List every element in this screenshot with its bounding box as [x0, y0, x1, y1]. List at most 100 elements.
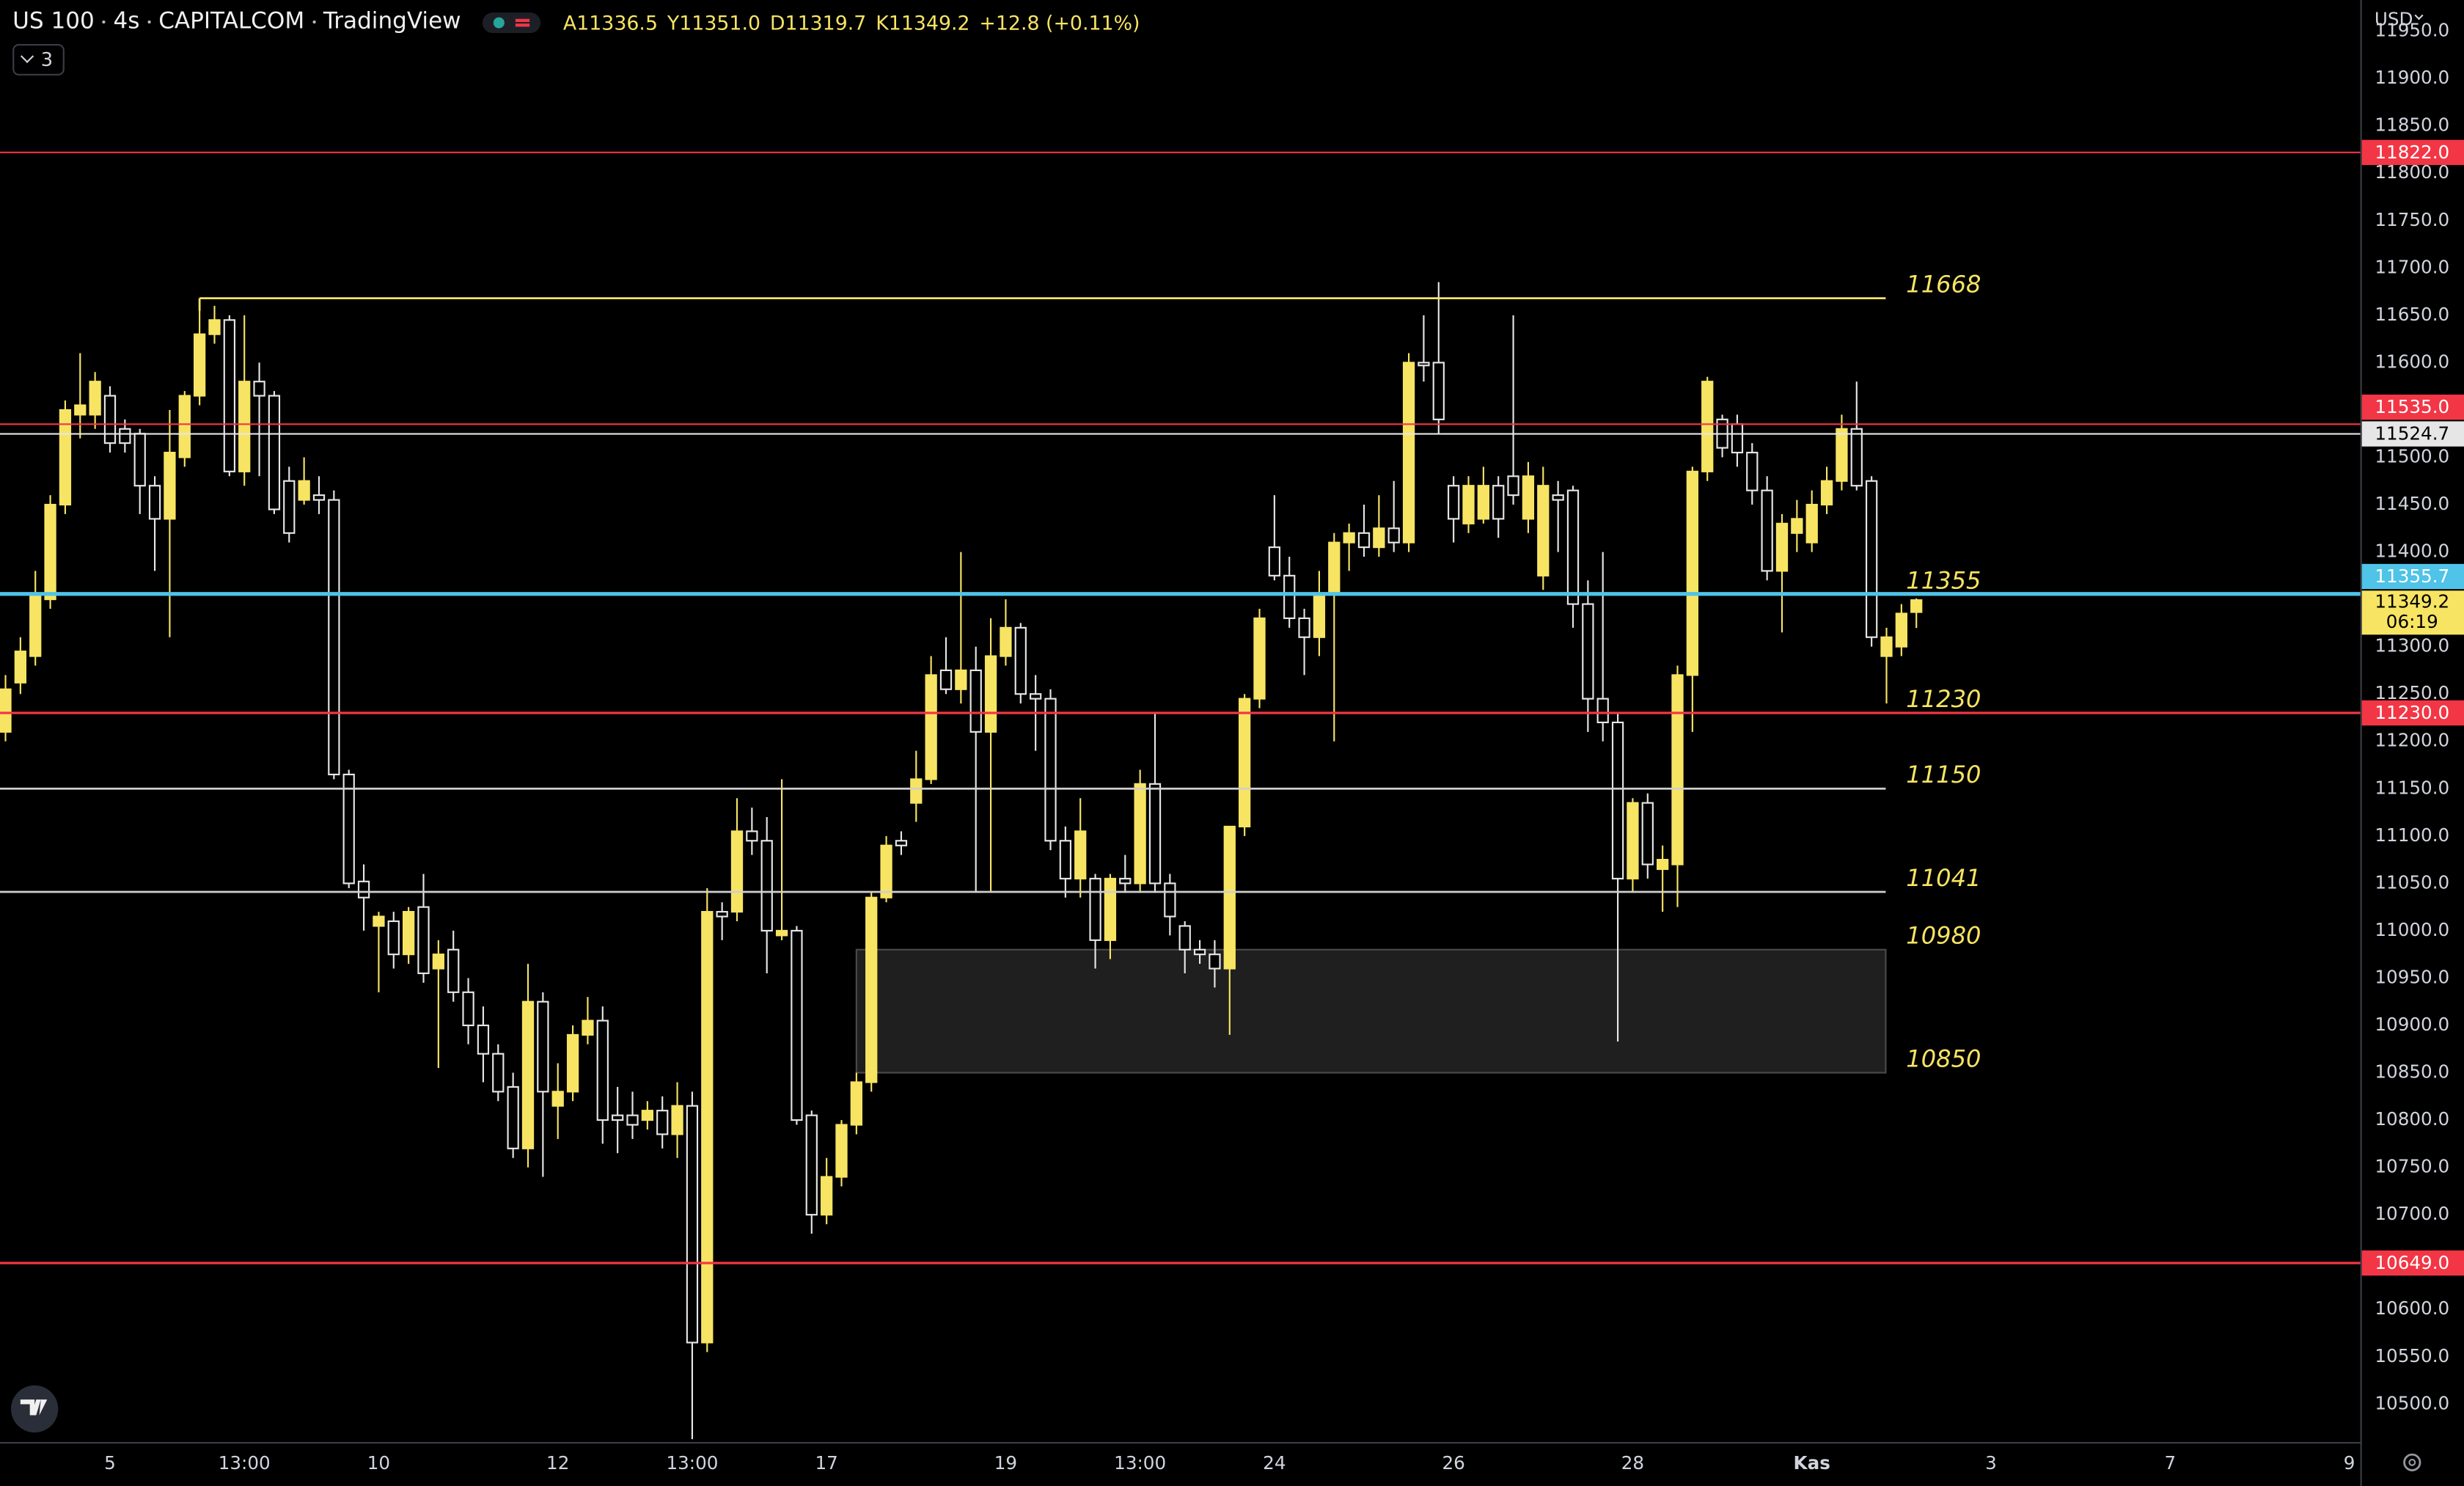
candle-body — [342, 773, 355, 885]
plot: 11950.0 11900.0 11850.0 11800.0 11750.0 11700… — [0, 20, 2464, 1474]
x-tick-label: 10 — [367, 1452, 390, 1474]
price-line-label: 11230.0 — [2375, 702, 2449, 723]
candle-body — [373, 915, 385, 927]
candle-body — [1462, 485, 1475, 524]
currency: USD — [2374, 7, 2413, 30]
candle-body — [1746, 451, 1759, 491]
candle-body — [1791, 518, 1803, 534]
candle-body — [880, 844, 892, 898]
candle-body — [193, 333, 206, 397]
symbol-info[interactable]: US 100 4s CAPITALCOM TradingView — [12, 10, 461, 34]
candle-body — [268, 395, 281, 510]
x-tick-label: 28 — [1621, 1452, 1644, 1474]
currency-menu[interactable]: USD — [2375, 8, 2423, 30]
y-tick-label: 10900.0 — [2375, 1014, 2449, 1035]
candle-body — [1641, 802, 1654, 865]
candle-body — [521, 1000, 535, 1149]
countdown: 06:19 — [2386, 611, 2438, 632]
candle-body — [1836, 428, 1848, 482]
candle-body — [1656, 859, 1669, 871]
price-line-box — [2361, 421, 2464, 447]
indicators-toggle[interactable]: 3 — [12, 44, 65, 76]
candle-body — [1268, 546, 1280, 577]
candle-body — [1477, 485, 1489, 520]
candle-body — [611, 1114, 624, 1121]
candle-body — [925, 674, 937, 780]
y-tick-label: 11950.0 — [2375, 20, 2449, 41]
y-tick-label: 10850.0 — [2375, 1061, 2449, 1083]
candle-body — [1283, 574, 1296, 619]
candle-body — [1761, 489, 1773, 572]
legend: US 100 4s CAPITALCOM TradingView A11336.… — [12, 10, 1140, 34]
candle-body — [387, 920, 400, 956]
change: +12.8 (+0.11%) — [979, 10, 1140, 34]
price-line-box — [2361, 395, 2464, 420]
candle-body — [1865, 480, 1878, 638]
candle-body — [238, 381, 251, 472]
candle-body — [1507, 475, 1519, 497]
exchange: CAPITALCOM — [158, 9, 305, 35]
candle-body — [1775, 522, 1789, 572]
ohlc-item: K11349.2 — [876, 10, 969, 34]
candle-body — [1402, 362, 1415, 543]
y-tick-label: 10600.0 — [2375, 1297, 2449, 1319]
candle-body — [1880, 636, 1893, 657]
candle-body — [596, 1020, 609, 1121]
candle-body — [566, 1033, 579, 1093]
candle-body — [805, 1114, 818, 1216]
candle-body — [1731, 423, 1744, 454]
candle-body — [1209, 954, 1221, 970]
y-tick-label: 11200.0 — [2375, 730, 2449, 751]
level-label: 11150 — [1906, 761, 1981, 788]
candle-body — [417, 906, 430, 975]
price-line-label: 11822.0 — [2375, 142, 2449, 163]
candle-body — [477, 1024, 490, 1055]
candle-body — [1223, 825, 1236, 970]
candle-body — [1134, 783, 1146, 885]
market-status[interactable] — [483, 12, 541, 32]
candle-body — [1552, 494, 1564, 501]
candle-body — [0, 688, 12, 733]
x-tick-label: 13:00 — [219, 1452, 271, 1474]
gear — [2403, 1453, 2421, 1471]
candle-body — [1119, 877, 1132, 885]
y-tick-label: 11000.0 — [2375, 919, 2449, 940]
x-tick-label: 26 — [1442, 1452, 1464, 1474]
candle-body — [1566, 489, 1580, 605]
candle-body — [1432, 362, 1445, 420]
price-line-label: 11535.0 — [2375, 396, 2449, 417]
candle-body — [582, 1020, 594, 1036]
x-tick-label: 24 — [1263, 1452, 1286, 1474]
candle-body — [283, 480, 296, 534]
candle-body — [641, 1110, 653, 1121]
status-delay — [516, 18, 530, 26]
candle-body — [29, 593, 42, 657]
candle-body — [1029, 693, 1042, 700]
candle-body — [298, 480, 310, 501]
chevron — [2413, 11, 2423, 21]
candle-body — [1447, 485, 1460, 520]
interval: 4s — [113, 9, 140, 35]
y-tick-label: 10950.0 — [2375, 966, 2449, 987]
candle-body — [328, 499, 340, 775]
candle-body — [865, 896, 878, 1083]
candle-body — [537, 1000, 549, 1093]
candle-body — [1089, 877, 1101, 941]
level-label: 10980 — [1906, 922, 1981, 950]
candle-body — [969, 669, 982, 733]
x-tick-label: 13:00 — [1114, 1452, 1166, 1474]
tradingview-logo[interactable] — [11, 1385, 59, 1433]
candle-body — [730, 830, 744, 913]
y-tick-label: 11850.0 — [2375, 114, 2449, 136]
level-label: 10850 — [1906, 1044, 1981, 1072]
candle-body — [1522, 475, 1535, 520]
candle-body — [14, 651, 26, 684]
ohlc-key: K — [876, 10, 889, 34]
settings-icon[interactable] — [2403, 1453, 2421, 1471]
indicators-count: 3 — [40, 48, 54, 71]
candle-body — [1701, 381, 1714, 472]
y-tick-label: 11300.0 — [2375, 635, 2449, 656]
candle-body — [1059, 840, 1071, 879]
y-tick-label: 11450.0 — [2375, 493, 2449, 514]
